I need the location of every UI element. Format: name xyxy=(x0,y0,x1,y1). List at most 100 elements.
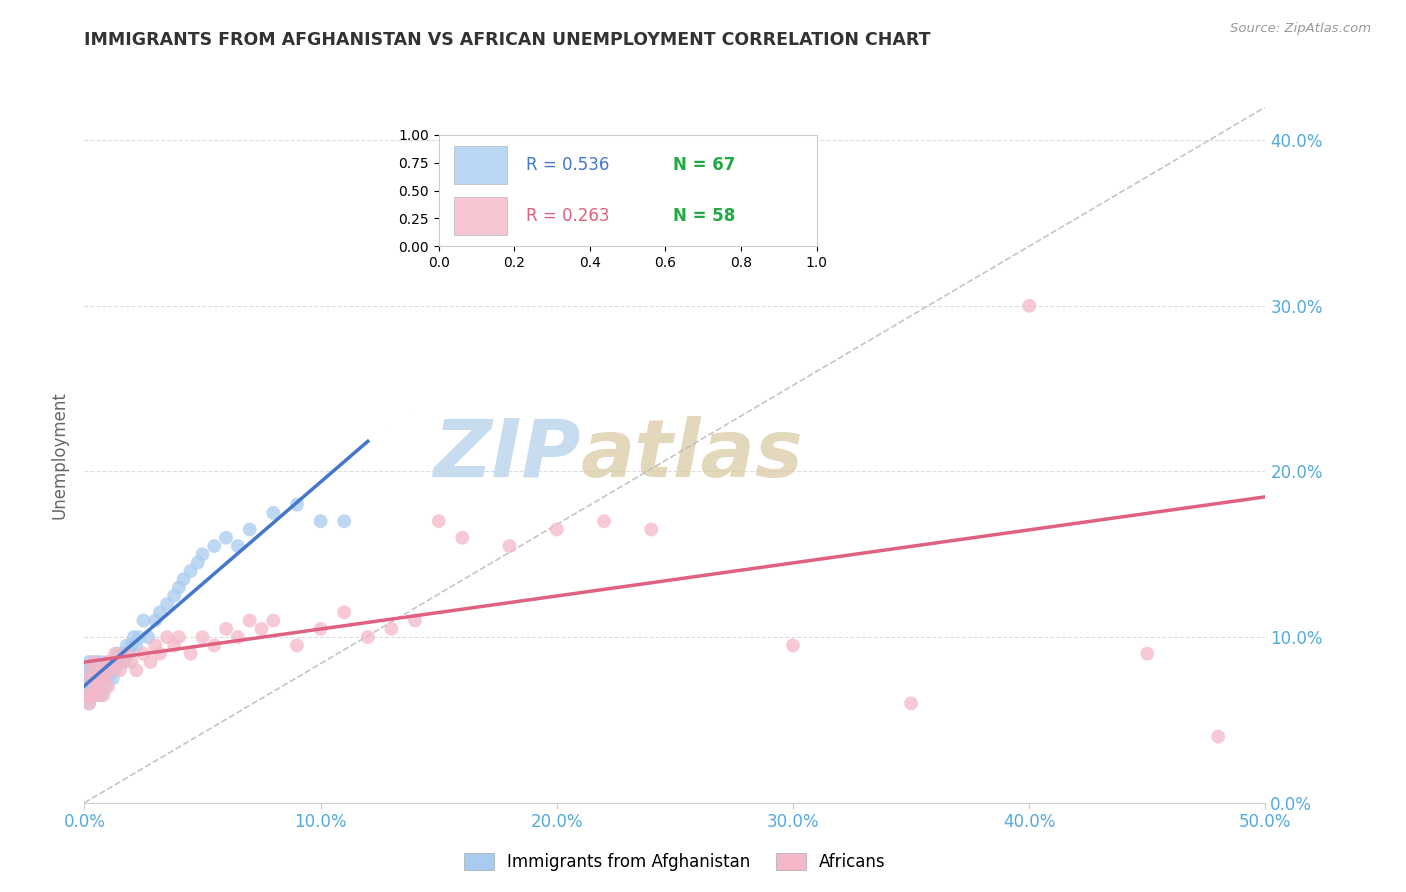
Point xyxy=(98,663,121,677)
Point xyxy=(115,639,138,653)
Point xyxy=(101,655,124,669)
Point xyxy=(111,655,134,669)
Point xyxy=(77,672,100,686)
Point xyxy=(77,663,100,677)
Point xyxy=(380,622,402,636)
Point xyxy=(156,597,179,611)
Point xyxy=(118,647,141,661)
Point xyxy=(90,672,112,686)
Point xyxy=(226,539,249,553)
Point xyxy=(108,663,131,677)
Point xyxy=(156,630,179,644)
Point xyxy=(87,663,110,677)
Point xyxy=(900,697,922,711)
Point xyxy=(83,655,105,669)
Point xyxy=(125,663,148,677)
Point xyxy=(180,564,202,578)
Point xyxy=(80,663,103,677)
Point xyxy=(91,672,114,686)
Point xyxy=(149,605,172,619)
Point xyxy=(309,514,332,528)
Point xyxy=(121,639,143,653)
Point xyxy=(262,614,284,628)
Point xyxy=(115,647,138,661)
Point xyxy=(84,672,107,686)
Point xyxy=(121,655,143,669)
Point xyxy=(80,688,103,702)
Point xyxy=(132,647,155,661)
Point xyxy=(782,639,804,653)
Point xyxy=(83,680,105,694)
Point xyxy=(84,688,107,702)
Point xyxy=(80,680,103,694)
Point xyxy=(688,224,710,238)
Point xyxy=(77,672,100,686)
Point xyxy=(167,630,190,644)
Point xyxy=(97,655,120,669)
Point xyxy=(83,680,105,694)
Point xyxy=(104,647,127,661)
Point xyxy=(451,531,474,545)
Point xyxy=(640,523,662,537)
Point xyxy=(94,663,117,677)
Point xyxy=(122,630,145,644)
Point xyxy=(143,639,166,653)
Point xyxy=(404,614,426,628)
Point xyxy=(180,647,202,661)
Point xyxy=(498,539,520,553)
Point xyxy=(333,605,356,619)
Point xyxy=(226,630,249,644)
Point xyxy=(87,680,110,694)
Point xyxy=(80,688,103,702)
Point xyxy=(101,655,124,669)
Point xyxy=(114,655,136,669)
Point xyxy=(87,663,110,677)
Point xyxy=(187,556,209,570)
Point xyxy=(143,614,166,628)
Point xyxy=(91,663,114,677)
Point xyxy=(76,663,98,677)
Point xyxy=(97,680,120,694)
Point xyxy=(163,639,186,653)
Point xyxy=(90,672,112,686)
Point xyxy=(173,572,195,586)
Point xyxy=(97,672,120,686)
Point xyxy=(107,647,129,661)
Point xyxy=(1136,647,1159,661)
Point xyxy=(97,655,120,669)
Point xyxy=(202,639,225,653)
Point xyxy=(90,655,112,669)
Point xyxy=(76,680,98,694)
Point xyxy=(80,672,103,686)
Point xyxy=(333,514,356,528)
Point xyxy=(83,655,105,669)
Point xyxy=(191,547,214,561)
Point xyxy=(239,614,262,628)
Text: atlas: atlas xyxy=(581,416,803,494)
Point xyxy=(87,672,110,686)
Point xyxy=(125,639,148,653)
Point xyxy=(76,672,98,686)
Point xyxy=(76,688,98,702)
Point xyxy=(1018,299,1040,313)
Text: ZIP: ZIP xyxy=(433,416,581,494)
Point xyxy=(149,647,172,661)
Point xyxy=(309,622,332,636)
Point xyxy=(84,688,107,702)
Point xyxy=(101,672,124,686)
Text: Source: ZipAtlas.com: Source: ZipAtlas.com xyxy=(1230,22,1371,36)
Point xyxy=(77,697,100,711)
Point xyxy=(83,672,105,686)
Point xyxy=(357,630,380,644)
Point xyxy=(1206,730,1229,744)
Point xyxy=(163,589,186,603)
Y-axis label: Unemployment: Unemployment xyxy=(51,391,69,519)
Point xyxy=(167,581,190,595)
Legend: Immigrants from Afghanistan, Africans: Immigrants from Afghanistan, Africans xyxy=(457,847,893,878)
Point xyxy=(77,680,100,694)
Point xyxy=(94,672,117,686)
Point xyxy=(546,523,568,537)
Point xyxy=(108,655,131,669)
Point xyxy=(250,622,273,636)
Point xyxy=(202,539,225,553)
